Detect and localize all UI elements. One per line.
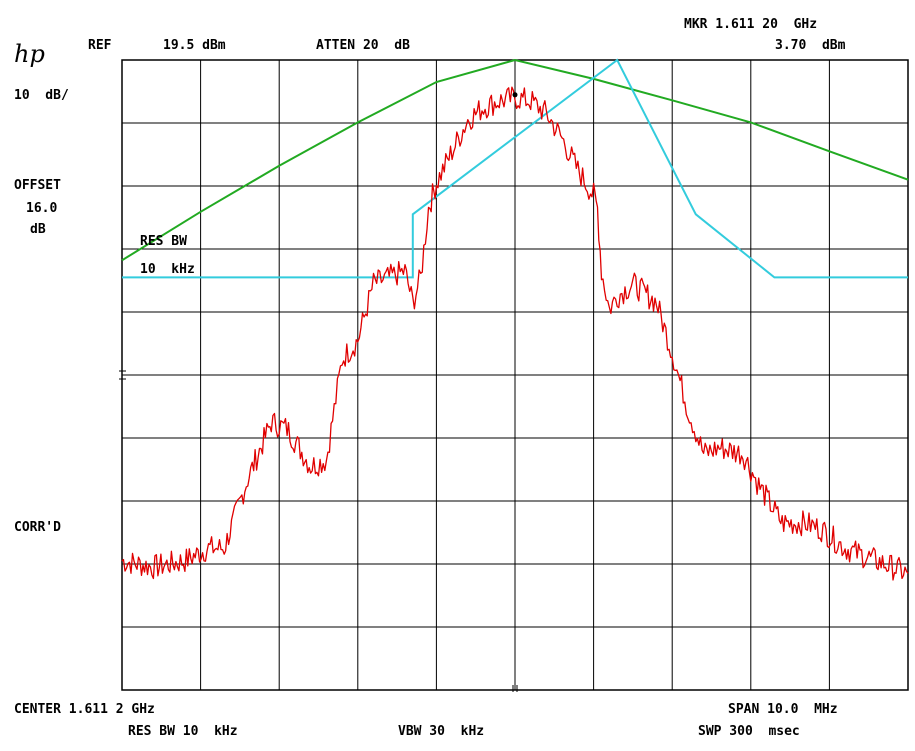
scale-label: 10 dB/ [14, 88, 69, 103]
marker-level: 3.70 dBm [775, 38, 846, 53]
corrected-label: CORR'D [14, 520, 61, 535]
marker-point [512, 92, 518, 98]
span-label: SPAN 10.0 MHz [728, 702, 838, 717]
res-bw-footer: RES BW 10 kHz [128, 724, 238, 739]
offset-unit: dB [30, 222, 46, 237]
res-bw-overlay-value: 10 kHz [140, 262, 195, 277]
res-bw-overlay-label: RES BW [140, 234, 187, 249]
atten-label: ATTEN 20 dB [316, 38, 410, 53]
spectral-mask-line [122, 58, 908, 279]
ref-value: 19.5 dBm [163, 38, 226, 53]
hp-logo: hp [14, 40, 45, 68]
marker-frequency: MKR 1.611 20 GHz [684, 17, 818, 32]
offset-label: OFFSET [14, 178, 61, 193]
center-frequency: CENTER 1.611 2 GHz [14, 702, 155, 717]
offset-value: 16.0 [26, 201, 58, 216]
ref-label: REF [88, 38, 112, 53]
sweep-time: SWP 300 msec [698, 724, 800, 739]
filter-response-line [121, 58, 909, 262]
vbw-label: VBW 30 kHz [398, 724, 485, 739]
spectrum-trace-line [121, 86, 909, 581]
